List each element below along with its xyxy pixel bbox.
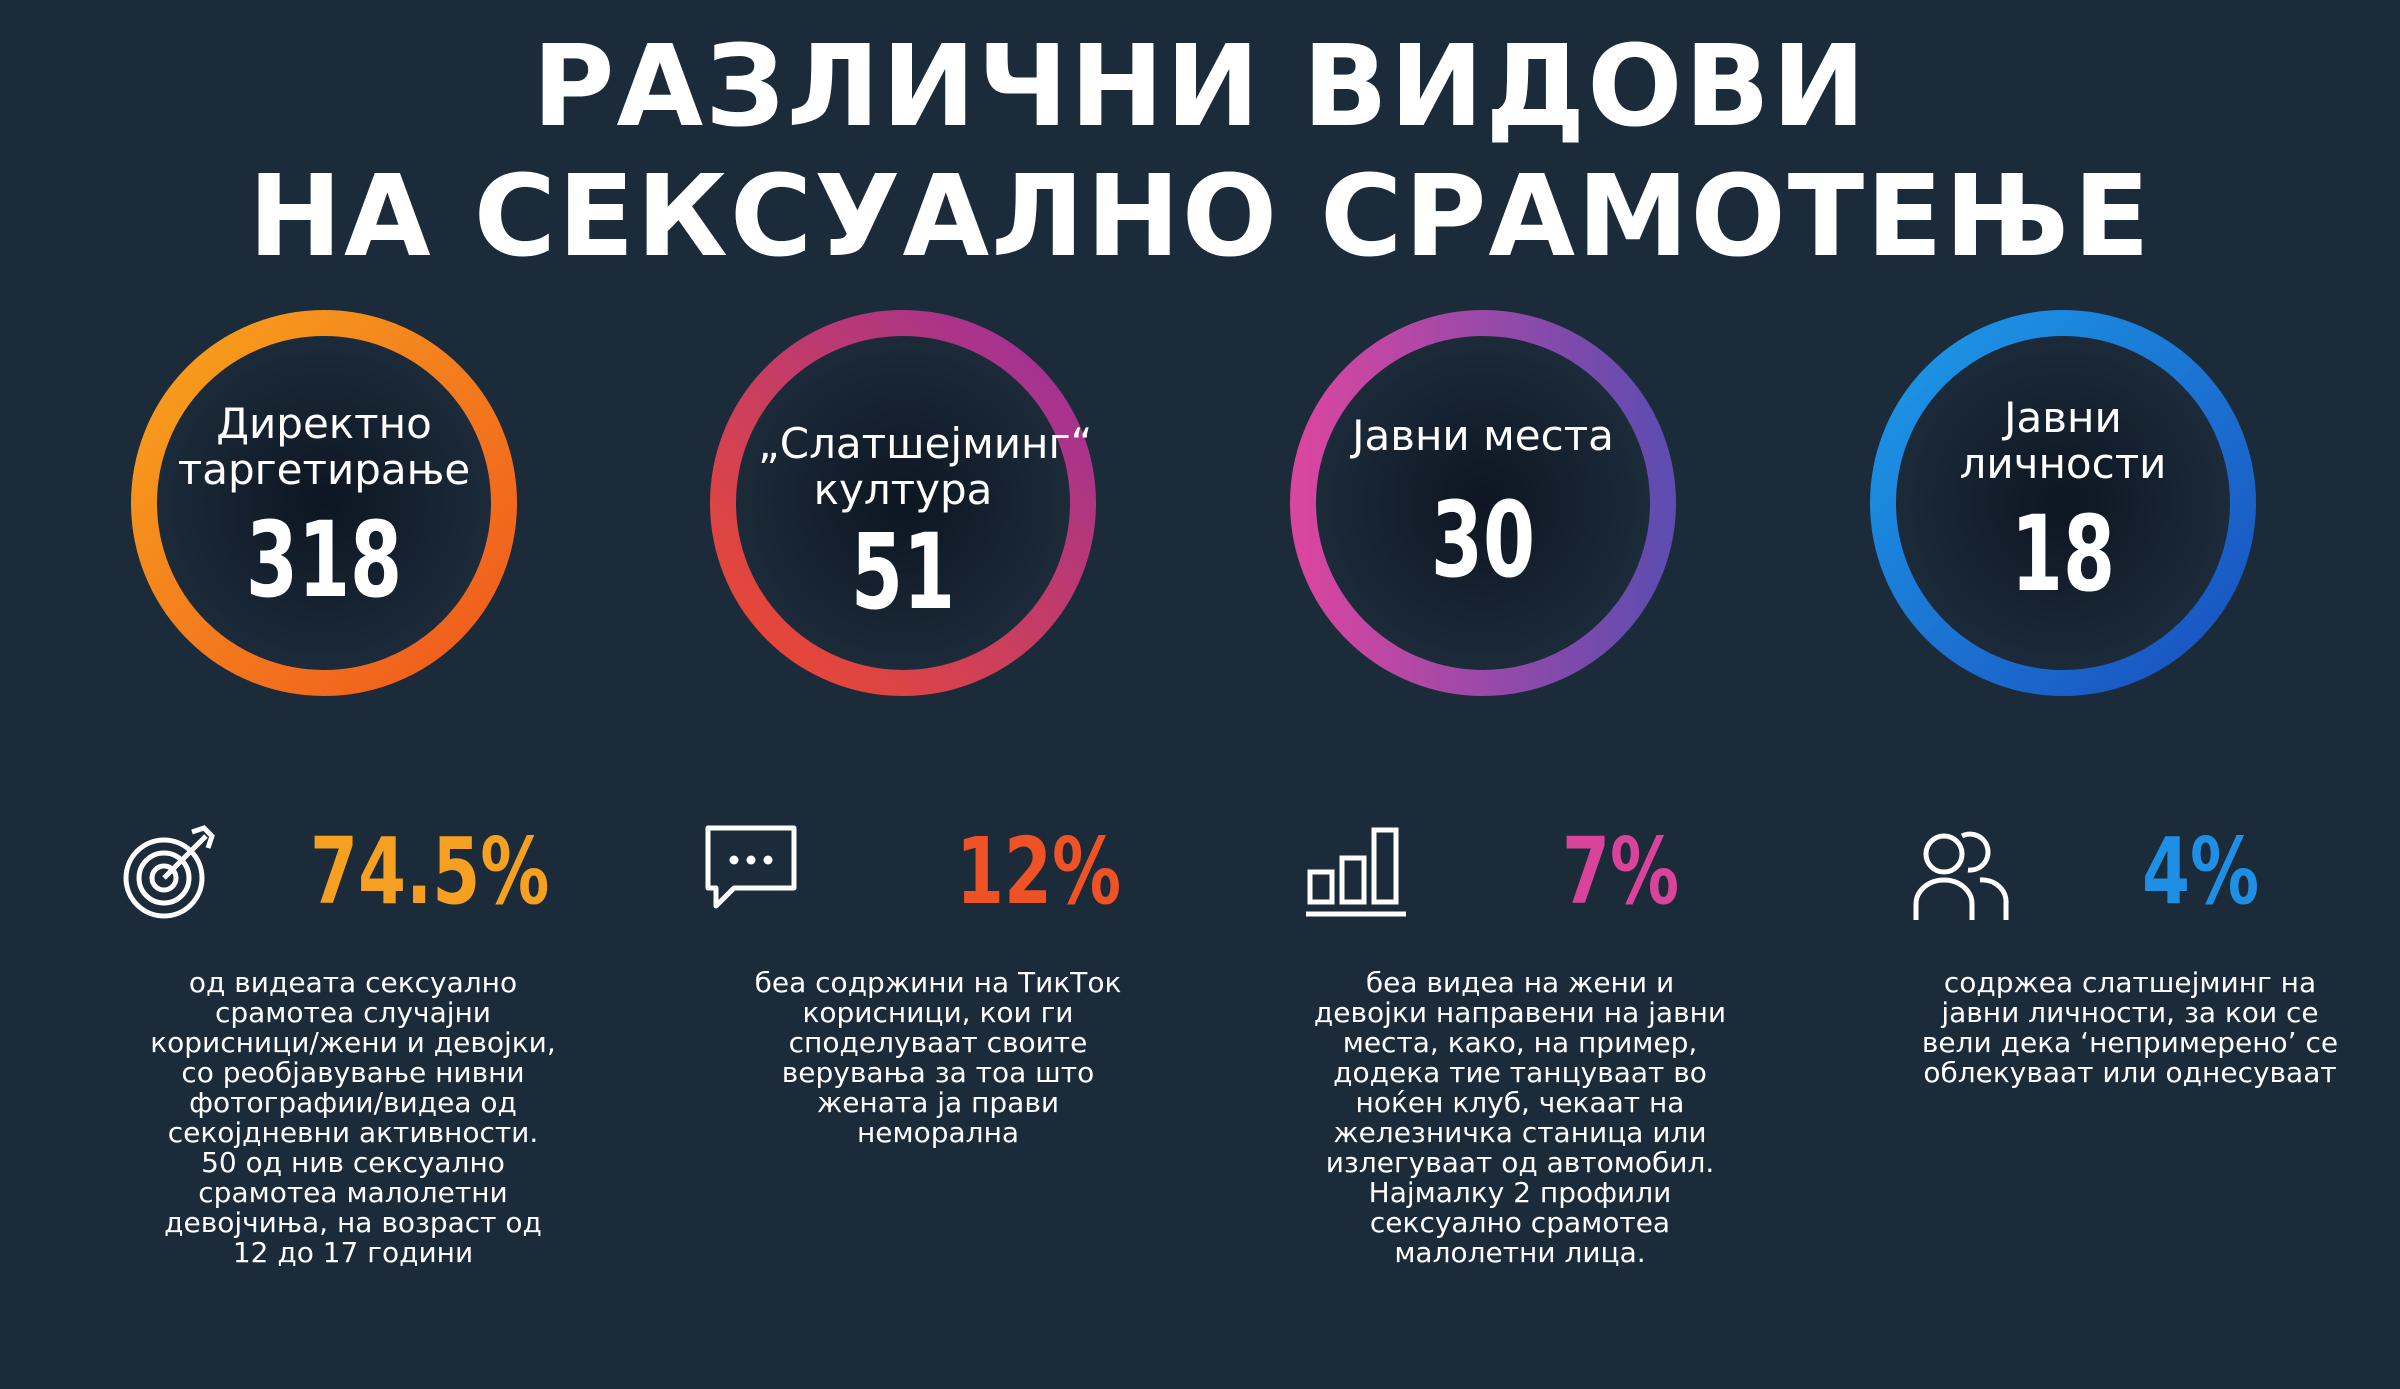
bar-chart-icon bbox=[1306, 822, 1406, 922]
ring-graphic bbox=[1870, 310, 2256, 696]
category-count: 18 bbox=[2010, 493, 2116, 615]
stat-percent: 12% bbox=[956, 818, 1122, 925]
title-line-2: НА СЕКСУАЛНО СРАМОТЕЊЕ bbox=[248, 152, 2152, 282]
stat-percent: 4% bbox=[2142, 818, 2260, 925]
category-ring-public-figures: Јавни личности 18 bbox=[1863, 303, 2263, 703]
people-icon bbox=[1910, 822, 2010, 922]
ring-graphic bbox=[710, 310, 1096, 696]
category-ring-direct-targeting: Директно таргетирање 318 bbox=[124, 303, 524, 703]
category-count: 51 bbox=[850, 511, 956, 633]
category-label: „Слатшејминг“ култура bbox=[758, 419, 1093, 514]
stat-description: беа видеа на жени и девојки направени на… bbox=[1313, 966, 1727, 1269]
title-line-1: РАЗЛИЧНИ ВИДОВИ bbox=[532, 22, 1868, 152]
target-icon bbox=[120, 822, 220, 922]
category-label: Јавни личности bbox=[1959, 393, 2167, 488]
stat-description: содржеа слатшејминг на јавни личности, з… bbox=[1921, 966, 2339, 1089]
ring-graphic bbox=[131, 310, 517, 696]
stat-description: од видеата сексуално срамотеа случајни к… bbox=[150, 966, 556, 1269]
stat-percent: 74.5% bbox=[310, 818, 550, 925]
category-label: Јавни места bbox=[1352, 411, 1614, 460]
stat-percent: 7% bbox=[1562, 818, 1680, 925]
category-ring-public-places: Јавни места 30 bbox=[1283, 303, 1683, 703]
chat-bubble-icon bbox=[700, 818, 800, 918]
category-ring-slutshaming-culture: „Слатшејминг“ култура 51 bbox=[703, 303, 1103, 703]
stat-description: беа содржини на ТикТок корисници, кои ги… bbox=[754, 966, 1122, 1149]
category-count: 30 bbox=[1430, 479, 1536, 601]
category-count: 318 bbox=[245, 499, 403, 621]
category-label: Директно таргетирање bbox=[177, 399, 471, 494]
ring-graphic bbox=[1290, 310, 1676, 696]
page-title: РАЗЛИЧНИ ВИДОВИ НА СЕКСУАЛНО СРАМОТЕЊЕ bbox=[0, 22, 2400, 282]
